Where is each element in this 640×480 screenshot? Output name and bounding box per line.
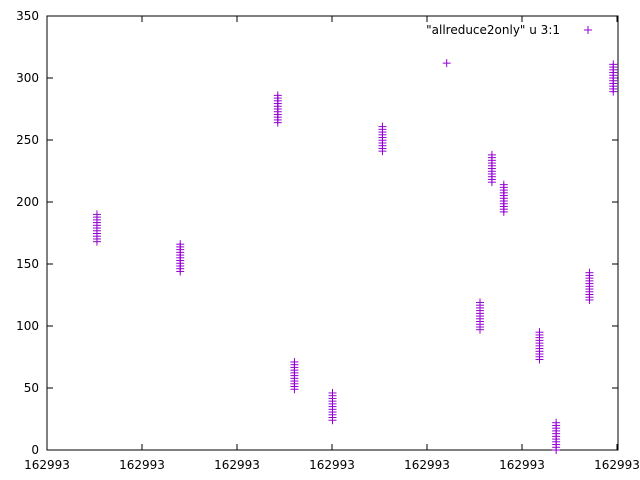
y-tick-label: 150 [16,257,39,271]
plot-frame [46,15,619,451]
y-tick-label: 350 [16,9,39,23]
x-tick-label: 162993 [119,458,165,472]
data-point [328,388,337,397]
data-point [585,268,594,277]
data-point [535,328,544,337]
data-point [290,357,299,366]
legend-label: "allreduce2only" u 3:1 [426,23,560,37]
x-axis: 162993 162993 162993 162993 162993 162993 1629… [24,16,640,472]
y-tick-label: 0 [31,443,39,457]
data-point [92,210,101,219]
data-point [476,298,485,307]
data-point [609,60,618,69]
data-point [378,122,387,131]
x-tick-label: 162993 [499,458,545,472]
y-tick-label: 100 [16,319,39,333]
x-tick-label: 162993 [309,458,355,472]
data-point [552,418,561,427]
x-tick-label: 162993 [594,458,640,472]
legend-marker [584,26,592,34]
data-point [442,59,451,68]
x-tick-label: 162993 [24,458,70,472]
legend: "allreduce2only" u 3:1 [426,23,592,37]
x-tick-label: 162993 [404,458,450,472]
data-point [273,91,282,100]
y-tick-label: 50 [24,381,39,395]
data-point [176,240,185,249]
y-tick-label: 200 [16,195,39,209]
data-point [487,150,496,159]
x-tick-label: 162993 [214,458,260,472]
y-tick-label: 300 [16,71,39,85]
y-tick-label: 250 [16,133,39,147]
data-point [499,180,508,189]
y-axis: 0 50 100 150 200 250 300 350 [16,9,618,457]
legend-marker-glyph [584,26,592,34]
data-points [92,59,618,454]
plot-border [46,15,619,451]
